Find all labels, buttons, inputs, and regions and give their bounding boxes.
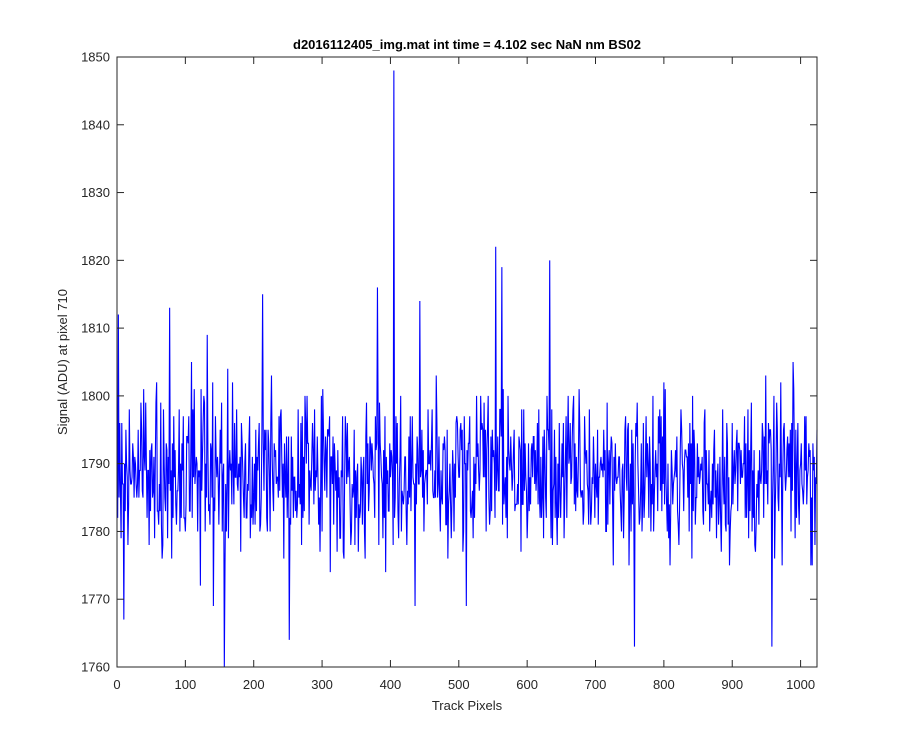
- y-tick-label: 1770: [81, 592, 110, 607]
- chart-title: d2016112405_img.mat int time = 4.102 sec…: [293, 37, 641, 52]
- x-tick-label: 600: [516, 677, 538, 692]
- y-tick-label: 1850: [81, 50, 110, 65]
- x-tick-label: 700: [585, 677, 607, 692]
- plot-frame: [116, 56, 818, 668]
- y-tick-label: 1800: [81, 388, 110, 403]
- y-axis-label: Signal (ADU) at pixel 710: [55, 289, 70, 435]
- y-tick-label: 1790: [81, 456, 110, 471]
- x-tick-label: 800: [653, 677, 675, 692]
- x-axis-label: Track Pixels: [432, 698, 503, 713]
- y-tick-label: 1780: [81, 524, 110, 539]
- y-tick-label: 1830: [81, 185, 110, 200]
- x-tick-label: 300: [311, 677, 333, 692]
- x-tick-label: 500: [448, 677, 470, 692]
- x-tick-label: 1000: [786, 677, 815, 692]
- y-tick-label: 1820: [81, 253, 110, 268]
- x-tick-label: 0: [113, 677, 120, 692]
- ticks-layer: 0 100 200 300 400 500 600 700 800 900 1000 1760 1770…: [81, 50, 817, 692]
- y-tick-label: 1810: [81, 321, 110, 336]
- x-tick-label: 200: [243, 677, 265, 692]
- y-tick-label: 1760: [81, 660, 110, 675]
- x-tick-label: 100: [175, 677, 197, 692]
- series-layer: [117, 70, 818, 668]
- y-tick-label: 1840: [81, 117, 110, 132]
- x-tick-label: 900: [721, 677, 743, 692]
- x-tick-label: 400: [380, 677, 402, 692]
- signal-series-line: [117, 70, 818, 668]
